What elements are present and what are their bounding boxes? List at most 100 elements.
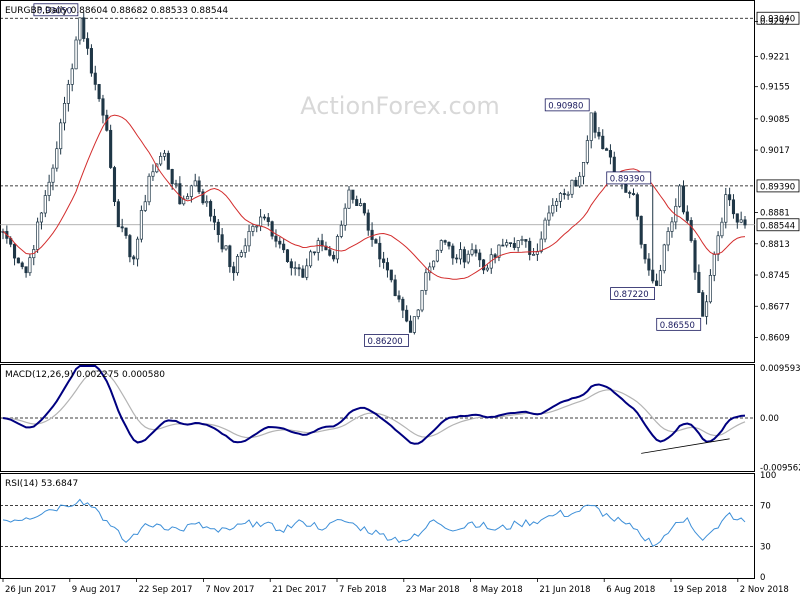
candle-body	[566, 193, 570, 196]
candle-body	[151, 171, 155, 177]
candle-body	[735, 213, 739, 223]
candle-body	[59, 122, 63, 150]
candle-body	[209, 201, 213, 217]
x-tick-label: 21 Jun 2018	[539, 585, 590, 595]
x-tick-label: 9 Aug 2017	[72, 585, 121, 595]
candle-body	[251, 225, 255, 232]
price-panel: 0.93040 0.89390 0.88544 0.9297 0.9221 0.9155 0…	[0, 3, 800, 347]
last-price-label: 0.88544	[760, 221, 795, 231]
x-tick-label: 23 Mar 2018	[406, 585, 460, 595]
candle-body	[512, 242, 516, 248]
price-tick-label: 0.8881	[760, 209, 790, 219]
candle-body	[28, 257, 32, 274]
candle-body	[462, 249, 466, 263]
candle-body	[447, 241, 451, 247]
macd-divergence-line	[641, 438, 730, 454]
candle-body	[474, 249, 478, 254]
candle-body	[705, 301, 709, 317]
candle-body	[270, 221, 274, 237]
candle-body	[358, 203, 363, 206]
candle-body	[593, 112, 597, 133]
candle-body	[228, 245, 232, 268]
rsi-panel: 100 70 30 0	[0, 471, 776, 583]
candle-body	[389, 269, 393, 281]
candle-body	[666, 231, 670, 246]
candle-body	[89, 48, 93, 74]
x-tick-label: 6 Aug 2018	[606, 585, 655, 595]
candle-body	[716, 235, 720, 255]
x-tick-label: 2 Nov 2018	[740, 585, 789, 595]
candle-body	[362, 203, 366, 214]
candle-body	[743, 219, 747, 226]
candle-body	[370, 229, 374, 240]
x-tick-label: 26 Jun 2017	[5, 585, 56, 595]
candle-body	[505, 242, 509, 246]
candle-body	[193, 180, 197, 187]
price-tick-label: 0.9221	[760, 52, 790, 62]
candle-body	[62, 103, 67, 124]
candle-body	[366, 212, 370, 231]
candle-body	[470, 249, 474, 255]
candle-body	[289, 261, 293, 269]
hline-price-box	[756, 11, 800, 25]
candle-body	[166, 152, 170, 170]
candle-body	[739, 219, 743, 223]
candle-body	[355, 199, 359, 206]
macd-signal-line	[2, 370, 746, 439]
candle-body	[508, 242, 513, 244]
candle-body	[282, 243, 286, 251]
candle-body	[93, 72, 97, 85]
candle-body	[424, 272, 428, 291]
candle-body	[12, 243, 17, 259]
candle-body	[132, 256, 136, 260]
candle-body	[397, 295, 401, 300]
rsi-tick-label: 30	[760, 542, 771, 552]
candle-body	[43, 195, 47, 214]
candle-body	[136, 238, 140, 260]
candle-body	[201, 191, 205, 204]
candle-body	[728, 194, 732, 201]
candle-body	[466, 253, 470, 263]
x-tick-label: 7 Nov 2017	[205, 585, 254, 595]
candle-body	[216, 221, 220, 235]
candle-body	[378, 242, 382, 260]
candle-body	[547, 212, 551, 221]
candle-body	[681, 185, 686, 213]
candle-body	[139, 210, 143, 240]
candle-body	[485, 267, 489, 271]
price-annotation-label: 0.87220	[614, 290, 649, 300]
price-annotation-label: 0.86200	[368, 337, 403, 347]
x-tick-label: 21 Dec 2017	[272, 585, 326, 595]
candle-body	[220, 234, 224, 250]
rsi-tick-label: 0	[760, 573, 765, 583]
candle-body	[382, 258, 386, 263]
candle-body	[297, 267, 301, 270]
candle-body	[539, 238, 543, 252]
candle-body	[724, 194, 728, 223]
candle-body	[520, 239, 524, 241]
candle-body	[162, 152, 167, 157]
candle-body	[720, 221, 724, 237]
price-tick-label: 0.9297	[760, 17, 790, 27]
candle-body	[574, 179, 578, 187]
candle-body	[247, 231, 251, 247]
candle-body	[74, 39, 78, 70]
candle-body	[562, 193, 566, 195]
candle-body	[24, 266, 28, 274]
candle-body	[224, 245, 228, 250]
candle-body	[309, 251, 313, 267]
x-tick-label: 22 Sep 2017	[139, 585, 193, 595]
candle-body	[501, 244, 505, 247]
candle-body	[597, 131, 601, 137]
price-annotation-box	[610, 287, 655, 300]
candle-body	[432, 260, 436, 268]
candle-body	[458, 249, 463, 260]
candle-body	[482, 259, 486, 271]
price-annotation-box	[544, 98, 590, 112]
candle-body	[301, 268, 305, 278]
candle-body	[293, 267, 297, 270]
candle-body	[497, 244, 501, 258]
candle-body	[347, 189, 351, 209]
candle-body	[178, 183, 182, 205]
candle-body	[266, 217, 270, 222]
